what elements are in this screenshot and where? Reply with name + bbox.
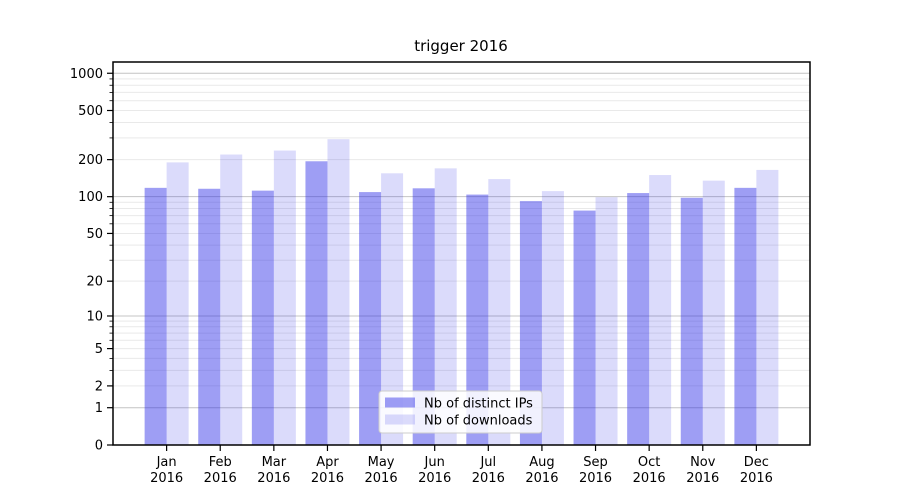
x-tick-label-year: 2016 [579, 471, 612, 486]
y-tick-label: 200 [78, 153, 103, 168]
legend-swatch-ips [385, 397, 415, 408]
x-tick-label-year: 2016 [525, 471, 558, 486]
y-tick-label: 10 [86, 309, 103, 324]
bar-nov-downloads [702, 180, 725, 445]
bar-sep-downloads [595, 197, 618, 445]
x-tick-label-year: 2016 [150, 471, 183, 486]
legend-box [378, 390, 543, 434]
bar-mar-ips [251, 190, 274, 445]
x-tick-label-month: Jun [424, 455, 445, 470]
x-tick-label-month: Aug [529, 455, 554, 470]
y-tick-label: 20 [86, 275, 103, 290]
y-tick-label: 5 [95, 342, 103, 357]
bar-aug-ips [519, 201, 542, 445]
x-tick-label-year: 2016 [740, 471, 773, 486]
x-tick-label-month: May [368, 455, 395, 470]
bar-jan-downloads [166, 162, 189, 445]
x-tick-label-year: 2016 [633, 471, 666, 486]
bar-jan-ips [144, 187, 167, 445]
bar-jul-ips [466, 194, 489, 445]
bar-may-ips [359, 192, 382, 445]
x-tick-label-year: 2016 [472, 471, 505, 486]
y-tick-label: 0 [95, 439, 103, 454]
bar-apr-downloads [327, 139, 350, 445]
y-tick-label: 1 [95, 401, 103, 416]
bar-dec-ips [734, 187, 757, 445]
x-tick-label-month: Feb [209, 455, 232, 470]
bar-oct-downloads [649, 175, 672, 445]
x-tick-label-year: 2016 [311, 471, 344, 486]
legend-label-downloads: Nb of downloads [424, 414, 533, 429]
legend-label-ips: Nb of distinct IPs [424, 397, 533, 412]
plot-border [112, 61, 811, 446]
x-tick-label-year: 2016 [204, 471, 237, 486]
bar-dec-downloads [756, 169, 779, 445]
x-tick-label-month: Mar [262, 455, 287, 470]
chart-title: trigger 2016 [414, 37, 508, 55]
bar-jun-ips [412, 188, 435, 445]
y-tick-label: 1000 [70, 67, 103, 82]
x-tick-label-month: Dec [744, 455, 769, 470]
bar-feb-downloads [220, 154, 243, 445]
bar-jun-downloads [434, 168, 457, 445]
x-tick-label-month: Sep [583, 455, 608, 470]
bar-sep-ips [573, 210, 596, 445]
x-tick-label-year: 2016 [365, 471, 398, 486]
bar-mar-downloads [273, 150, 296, 445]
y-tick-label: 50 [86, 227, 103, 242]
x-tick-label-month: Apr [316, 455, 339, 470]
bar-may-downloads [381, 173, 404, 446]
x-tick-label-year: 2016 [418, 471, 451, 486]
y-tick-label: 500 [78, 104, 103, 119]
bar-feb-ips [198, 188, 221, 445]
x-tick-label-month: Nov [690, 455, 716, 470]
x-tick-label-month: Jan [156, 455, 177, 470]
y-tick-label: 2 [95, 379, 103, 394]
legend-swatch-downloads [385, 414, 415, 425]
x-tick-label-month: Jul [479, 455, 496, 470]
x-tick-label-month: Oct [638, 455, 660, 470]
x-tick-label-year: 2016 [686, 471, 719, 486]
bar-nov-ips [680, 197, 703, 445]
bar-oct-ips [627, 193, 650, 445]
bar-aug-downloads [541, 191, 564, 445]
y-tick-label: 100 [78, 190, 103, 205]
bar-jul-downloads [488, 179, 511, 445]
bar-apr-ips [305, 161, 328, 446]
x-tick-label-year: 2016 [257, 471, 290, 486]
